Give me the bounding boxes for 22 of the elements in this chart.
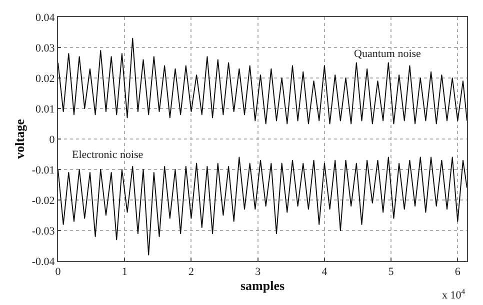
y-tick-label: 0.03: [36, 42, 56, 54]
x-tick-label: 4: [322, 266, 328, 278]
x-tick-label: 1: [122, 266, 128, 278]
y-tick-label: -0.04: [32, 256, 56, 268]
text: x 10$^{4}$: [442, 287, 466, 302]
series-label: Electronic noise: [72, 149, 144, 161]
y-axis-title: voltage: [12, 118, 27, 159]
line-series: [58, 156, 467, 256]
x-tick-label: 5: [388, 266, 394, 278]
y-tick-label: -0.01: [32, 164, 55, 176]
y-tick-label: 0.04: [36, 12, 56, 24]
x-tick-label: 6: [454, 266, 461, 278]
series-label: Quantum noise: [354, 48, 422, 60]
line-series: [58, 38, 467, 124]
y-tick-label: -0.02: [32, 194, 55, 207]
y-tick-label: 0: [49, 134, 56, 146]
x-tick-label: 3: [255, 266, 262, 278]
y-tick-label: 0.01: [36, 103, 55, 116]
x-axis-title: samples: [240, 278, 285, 294]
y-tick-label: 0.02: [36, 72, 55, 85]
x-tick-label: 2: [188, 266, 194, 278]
y-tick-label: -0.03: [32, 225, 56, 238]
